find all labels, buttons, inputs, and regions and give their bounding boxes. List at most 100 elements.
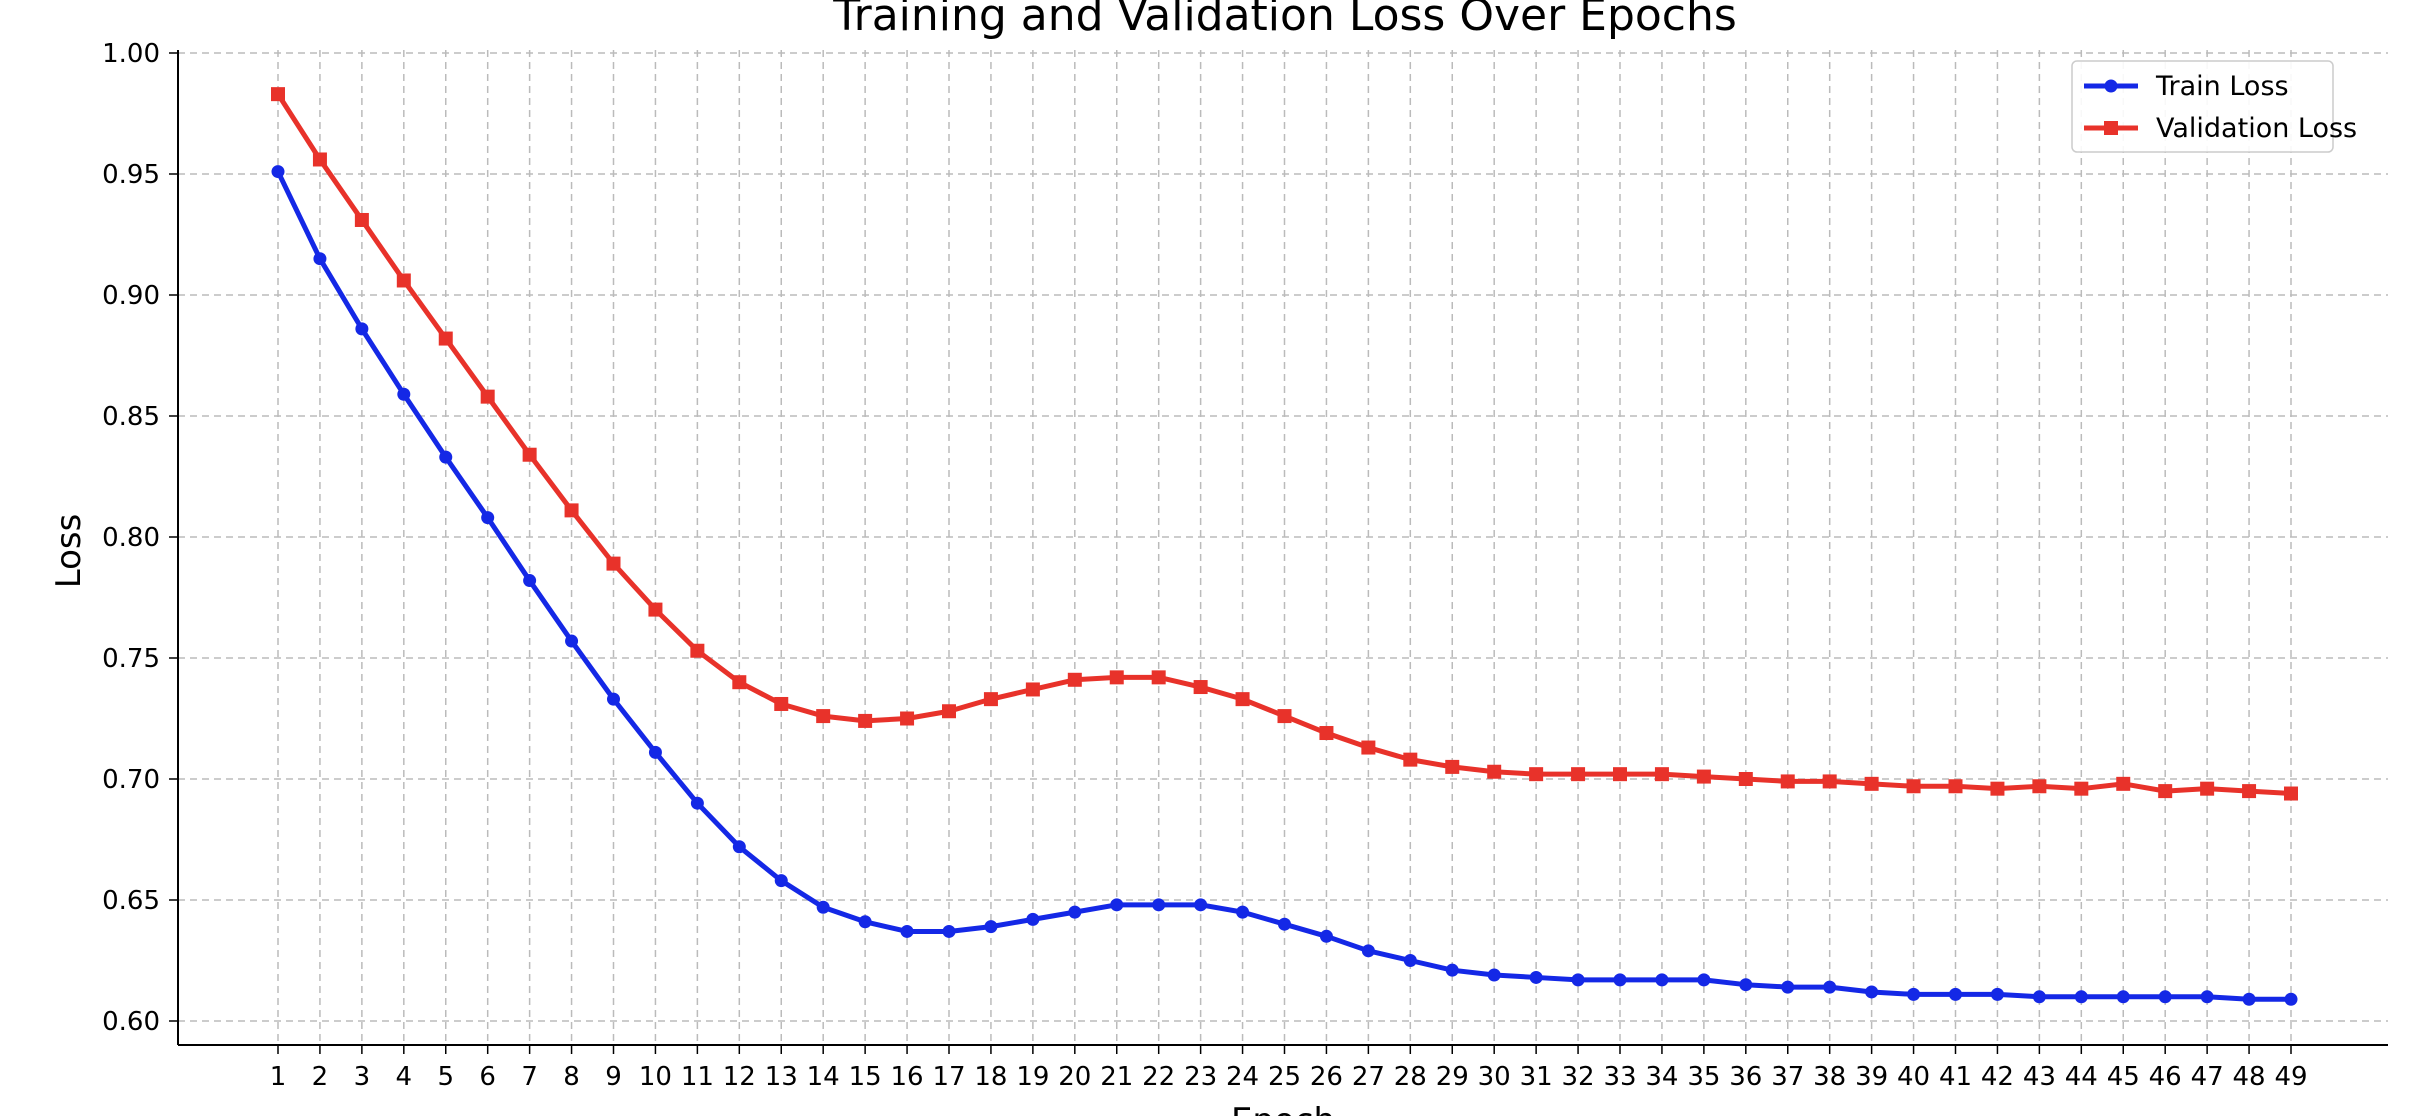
data-point: [900, 711, 915, 726]
data-point: [397, 387, 411, 401]
data-point: [816, 709, 831, 724]
data-point: [2242, 992, 2256, 1006]
x-tick-label: 3: [354, 1062, 371, 1092]
legend-marker: [2104, 121, 2118, 135]
data-point: [1403, 752, 1418, 767]
data-point: [1697, 973, 1711, 987]
data-point: [1529, 767, 1544, 782]
data-point: [648, 602, 663, 617]
data-point: [1152, 898, 1166, 912]
y-tick-label: 0.85: [102, 402, 160, 432]
data-point: [1068, 905, 1082, 919]
data-point: [1864, 776, 1879, 791]
x-tick-label: 14: [807, 1062, 840, 1092]
x-tick-label: 40: [1897, 1062, 1930, 1092]
data-point: [858, 915, 872, 929]
x-tick-label: 23: [1184, 1062, 1217, 1092]
data-point: [942, 924, 956, 938]
series-validation-loss: [271, 87, 2298, 801]
data-point: [1571, 973, 1585, 987]
legend-label: Validation Loss: [2156, 113, 2357, 144]
data-point: [690, 796, 704, 810]
x-tick-label: 46: [2149, 1062, 2182, 1092]
data-point: [732, 840, 746, 854]
x-tick-label: 26: [1310, 1062, 1343, 1092]
data-point: [1822, 774, 1837, 789]
data-point: [1529, 970, 1543, 984]
data-point: [1445, 963, 1459, 977]
data-point: [1194, 898, 1208, 912]
data-point: [1235, 692, 1250, 707]
legend-marker: [2104, 79, 2118, 93]
x-tick-label: 43: [2023, 1062, 2056, 1092]
data-point: [1487, 968, 1501, 982]
data-point: [355, 322, 369, 336]
data-point: [607, 692, 620, 706]
data-point: [1278, 917, 1291, 931]
data-point: [2284, 786, 2298, 801]
y-tick-label: 1.00: [102, 39, 160, 69]
y-tick-label: 0.90: [102, 281, 160, 311]
data-point: [564, 503, 579, 518]
data-point: [1990, 987, 2004, 1001]
data-point: [1906, 779, 1921, 794]
data-point: [2032, 779, 2047, 794]
series-group: [271, 87, 2298, 1006]
data-point: [1361, 740, 1376, 755]
x-tick-label: 49: [2274, 1062, 2307, 1092]
x-tick-label: 48: [2233, 1062, 2266, 1092]
x-tick-label: 47: [2191, 1062, 2224, 1092]
x-tick-label: 11: [681, 1062, 714, 1092]
x-tick-label: 36: [1729, 1062, 1762, 1092]
y-axis-label: Loss: [49, 514, 89, 589]
data-point: [2032, 990, 2046, 1004]
data-point: [1193, 680, 1208, 695]
x-tick-label: 13: [765, 1062, 798, 1092]
x-tick-label: 22: [1142, 1062, 1175, 1092]
data-point: [1865, 985, 1879, 999]
data-point: [271, 87, 285, 102]
data-point: [522, 447, 537, 462]
x-tick-label: 18: [974, 1062, 1007, 1092]
data-point: [481, 511, 495, 525]
data-point: [439, 450, 453, 464]
data-point: [2200, 781, 2215, 796]
data-point: [984, 920, 998, 934]
data-point: [2116, 990, 2130, 1004]
x-tick-label: 10: [639, 1062, 672, 1092]
data-point: [900, 924, 914, 938]
data-point: [1780, 774, 1795, 789]
data-point: [1781, 980, 1795, 994]
x-tick-label: 38: [1813, 1062, 1846, 1092]
x-tick-label: 45: [2107, 1062, 2140, 1092]
data-point: [1319, 929, 1333, 943]
data-point: [774, 874, 788, 888]
y-tick-label: 0.75: [102, 644, 160, 674]
data-point: [2158, 784, 2173, 799]
data-point: [1025, 682, 1040, 697]
x-tick-label: 27: [1352, 1062, 1385, 1092]
x-tick-label: 4: [396, 1062, 413, 1092]
x-tick-label: 25: [1268, 1062, 1301, 1092]
data-point: [1236, 905, 1250, 919]
x-tick-label: 1: [270, 1062, 287, 1092]
data-point: [1655, 973, 1669, 987]
x-tick-label: 17: [932, 1062, 965, 1092]
x-tick-label: 24: [1226, 1062, 1259, 1092]
data-point: [1571, 767, 1586, 782]
x-tick-label: 6: [479, 1062, 496, 1092]
data-point: [1110, 898, 1124, 912]
data-point: [1026, 912, 1040, 926]
data-point: [606, 556, 621, 571]
data-point: [1613, 767, 1627, 782]
data-point: [1151, 670, 1166, 685]
y-tick-label: 0.95: [102, 160, 160, 190]
x-tick-label: 33: [1603, 1062, 1636, 1092]
x-tick-label: 20: [1058, 1062, 1091, 1092]
data-point: [1907, 987, 1921, 1001]
data-point: [480, 389, 495, 404]
data-point: [1990, 781, 2005, 796]
y-tick-label: 0.70: [102, 765, 160, 795]
x-tick-label: 15: [849, 1062, 882, 1092]
